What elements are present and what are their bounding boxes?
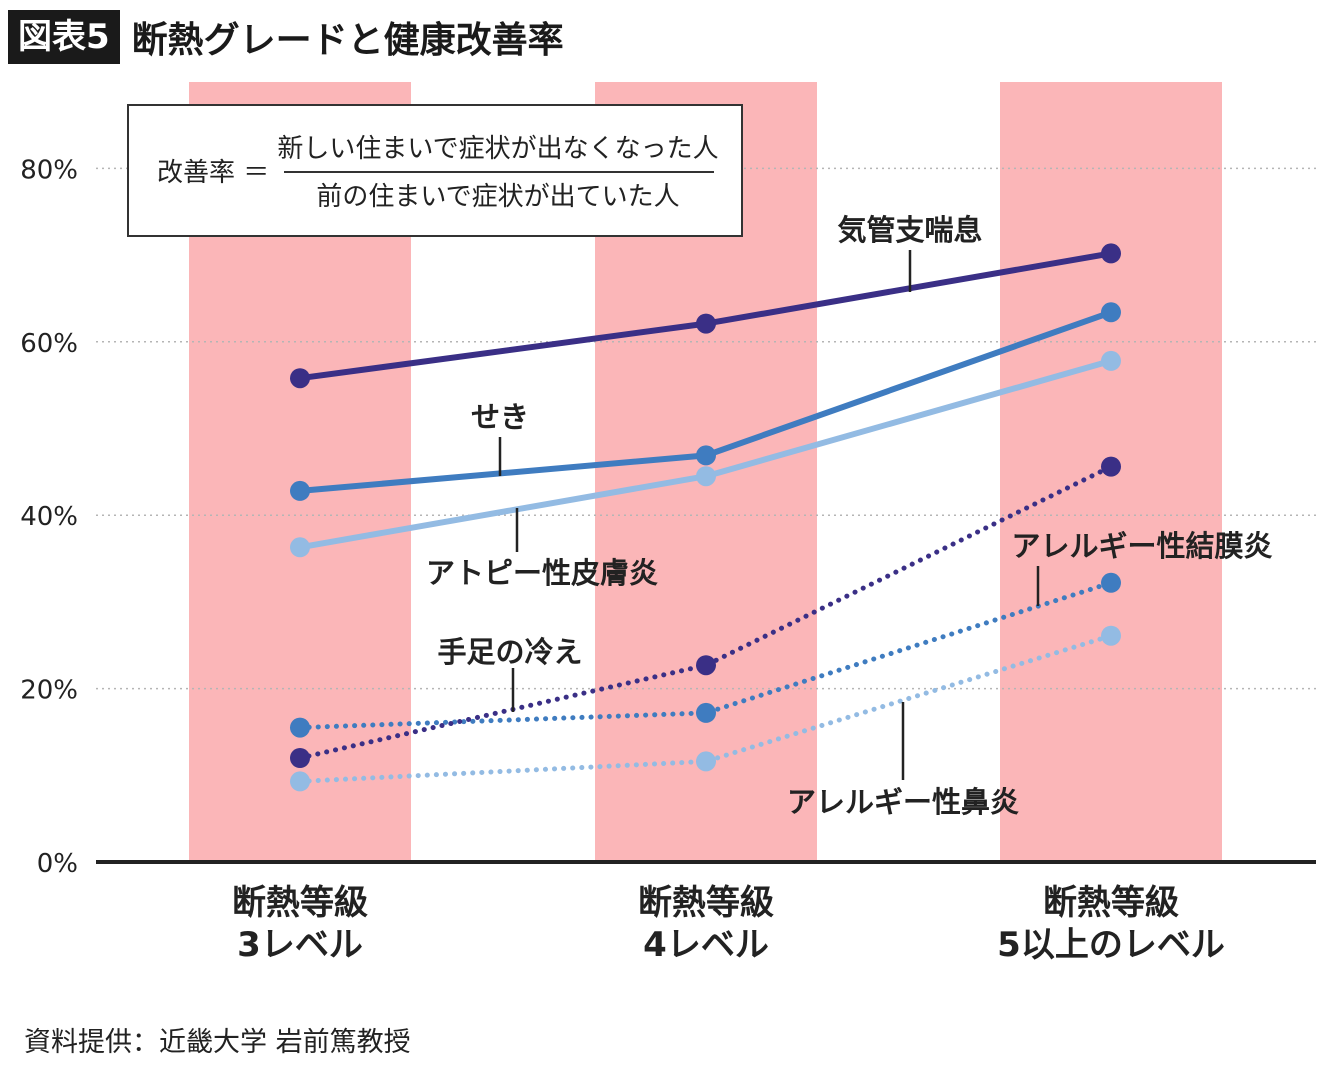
series-6-point-1 bbox=[290, 771, 310, 792]
series-label-5: アレルギー性結膜炎 bbox=[1011, 529, 1272, 563]
series-3-point-1 bbox=[290, 537, 310, 558]
series-2-point-1 bbox=[290, 480, 310, 501]
series-3-point-2 bbox=[696, 466, 716, 487]
x-tick-label-2-line1: 断熱等級 bbox=[638, 883, 774, 923]
series-4-point-2 bbox=[696, 655, 716, 676]
series-6-point-3 bbox=[1101, 625, 1121, 646]
series-label-3: アトピー性皮膚炎 bbox=[426, 556, 658, 590]
series-line-5 bbox=[297, 580, 1114, 731]
series-5-point-2 bbox=[696, 702, 716, 723]
series-line-6 bbox=[297, 633, 1114, 784]
x-tick-label-3-line1: 断熱等級 bbox=[1043, 883, 1179, 923]
y-tick-label-40: 40% bbox=[20, 502, 78, 532]
chart-title: 図表5 断熱グレードと健康改善率 bbox=[8, 10, 564, 64]
formula-box: 改善率 ＝ 新しい住まいで症状が出なくなった人 前の住まいで症状が出ていた人 bbox=[127, 104, 743, 237]
line-chart: 0%20%40%60%80% 断熱等級3レベル断熱等級4レベル断熱等級5以上のレ… bbox=[20, 82, 1316, 965]
y-tick-label-0: 0% bbox=[37, 849, 78, 879]
series-layer bbox=[290, 243, 1121, 792]
x-tick-label-1-line2: 3レベル bbox=[237, 925, 363, 965]
formula-lhs: 改善率 ＝ bbox=[157, 158, 269, 188]
series-2-point-3 bbox=[1101, 302, 1121, 323]
series-6-point-2 bbox=[696, 751, 716, 772]
x-tick-label-2-line2: 4レベル bbox=[643, 925, 769, 965]
series-3-point-3 bbox=[1101, 350, 1121, 371]
series-4-point-1 bbox=[290, 748, 310, 768]
series-label-1: 気管支喘息 bbox=[837, 213, 982, 247]
series-2-point-2 bbox=[696, 445, 716, 466]
series-label-4: 手足の冷え bbox=[437, 635, 582, 669]
figure-number-badge: 図表5 bbox=[8, 10, 120, 64]
y-axis: 0% 20% 40% 60% 80% bbox=[20, 155, 78, 879]
series-label-2: せき bbox=[471, 400, 529, 434]
y-tick-label-20: 20% bbox=[20, 676, 78, 706]
formula-denominator: 前の住まいで症状が出ていた人 bbox=[316, 182, 679, 212]
y-tick-label-60: 60% bbox=[20, 329, 78, 359]
y-tick-label-80: 80% bbox=[20, 155, 78, 185]
formula-numerator: 新しい住まいで症状が出なくなった人 bbox=[277, 134, 718, 164]
x-tick-label-3-line2: 5以上のレベル bbox=[997, 925, 1225, 965]
source-credit: 資料提供：近畿大学 岩前篤教授 bbox=[24, 1027, 411, 1058]
series-1-point-2 bbox=[696, 313, 716, 334]
series-5-point-1 bbox=[290, 717, 310, 738]
x-tick-label-1-line1: 断熱等級 bbox=[232, 883, 368, 923]
series-1-point-1 bbox=[290, 368, 310, 389]
series-5-point-3 bbox=[1101, 572, 1121, 593]
series-label-6: アレルギー性鼻炎 bbox=[787, 785, 1019, 819]
series-4-point-3 bbox=[1101, 456, 1121, 477]
series-1-point-3 bbox=[1101, 243, 1121, 264]
chart-title-text: 断熱グレードと健康改善率 bbox=[131, 20, 564, 61]
